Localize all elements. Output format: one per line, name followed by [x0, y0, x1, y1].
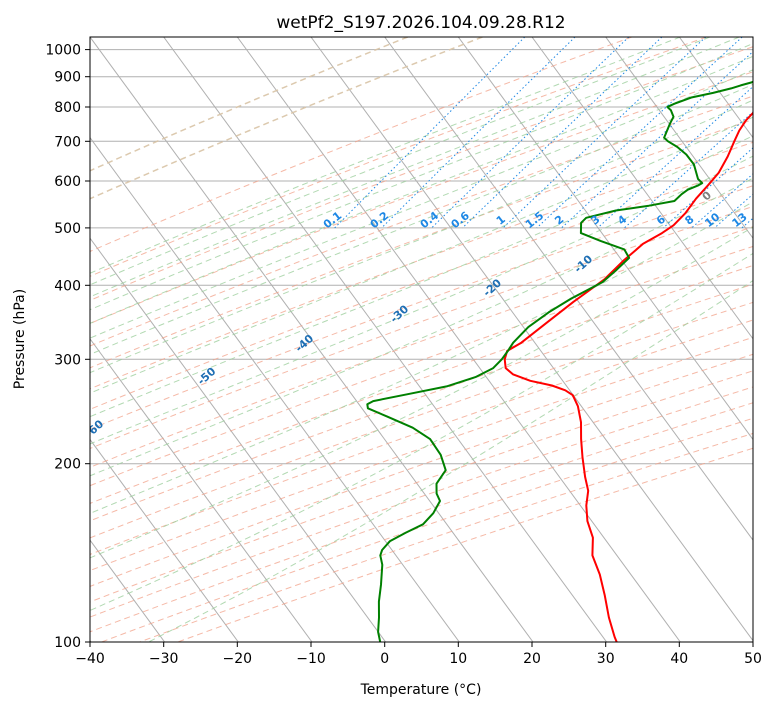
y-tick-label: 800 — [54, 100, 81, 116]
dry-adiabat-line — [177, 447, 753, 642]
x-tick-label: 0 — [380, 651, 389, 667]
dry-adiabat-line — [90, 319, 753, 555]
dry-adiabat-line — [90, 336, 753, 572]
y-axis-label: Pressure (hPa) — [12, 289, 28, 389]
y-tick-label: 100 — [54, 635, 81, 651]
x-tick-label: −40 — [75, 651, 105, 667]
y-tick-label: 400 — [54, 278, 81, 294]
plot-area — [90, 37, 753, 642]
moist-adiabat-line — [90, 116, 753, 394]
mixing-ratio-line — [502, 37, 707, 229]
mixing-ratio-line — [381, 37, 576, 229]
y-tick-label: 200 — [54, 457, 81, 473]
moist-adiabat-line — [90, 37, 740, 298]
isotherm-line — [384, 37, 753, 541]
x-tick-label: 50 — [744, 651, 762, 667]
dry-adiabat-line — [90, 283, 753, 522]
dry-adiabat-line — [139, 432, 753, 642]
y-tick-label: 700 — [54, 134, 81, 150]
mixing-ratio-line — [334, 37, 526, 229]
dry-adiabat-line — [90, 37, 707, 277]
y-tick-label: 900 — [54, 70, 81, 86]
isotherm-line — [90, 539, 166, 642]
x-tick-label: 40 — [670, 651, 688, 667]
mixing-ratio-label: 16 — [752, 210, 772, 230]
dry-adiabat-line — [90, 37, 632, 252]
plot-frame — [89, 36, 754, 643]
x-tick-label: 30 — [597, 651, 615, 667]
y-tick-label: 600 — [54, 174, 81, 190]
y-tick-label: 300 — [54, 352, 81, 368]
x-tick-label: −10 — [296, 651, 326, 667]
isotherm-line — [605, 37, 753, 240]
axes: −40 −30 −20 −10 0 10 20 30 40 50 100 200 300 400 500 60… — [45, 43, 762, 667]
dry-adiabat-line — [90, 119, 753, 369]
isotherm-line — [90, 438, 239, 642]
x-axis-label: Temperature (°C) — [360, 682, 482, 698]
isotherm-line — [457, 37, 753, 441]
moist-adiabat-line — [90, 83, 753, 355]
moist-adiabat-line — [90, 155, 753, 445]
moist-adiabat-line — [90, 43, 753, 311]
x-tick-label: 10 — [449, 651, 467, 667]
mixing-ratio-line — [561, 50, 753, 229]
theta-reference-curve — [90, 37, 408, 172]
x-tick-label: −20 — [223, 651, 253, 667]
mixing-ratio-line — [597, 85, 753, 229]
x-tick-label: −30 — [149, 651, 179, 667]
x-tick-label: 20 — [523, 651, 541, 667]
mixing-ratio-line — [536, 37, 743, 229]
y-tick-label: 1000 — [45, 43, 81, 59]
chart-title: wetPf2_S197.2026.104.09.28.R12 — [276, 13, 565, 33]
dry-adiabat-line — [90, 301, 753, 539]
mixing-ratio-line — [431, 37, 630, 229]
isotherm-line — [90, 237, 387, 642]
moist-adiabat-line — [90, 99, 753, 374]
moist-adiabat-line — [90, 55, 753, 324]
isotherm-line — [531, 37, 753, 340]
isotherm-line — [236, 37, 681, 642]
moist-adiabat-line — [90, 69, 753, 339]
moist-adiabat-line — [90, 37, 710, 286]
moist-adiabat-line — [90, 37, 681, 274]
dry-adiabat-line — [90, 245, 753, 487]
dewpoint-profile-line — [366, 80, 753, 642]
dry-adiabat-line — [90, 264, 753, 504]
isotherm-line — [163, 37, 608, 642]
y-tick-label: 500 — [54, 221, 81, 237]
moist-adiabat-line — [90, 201, 753, 514]
temperature-profile-line — [503, 111, 753, 642]
moist-adiabat-line — [90, 252, 753, 612]
